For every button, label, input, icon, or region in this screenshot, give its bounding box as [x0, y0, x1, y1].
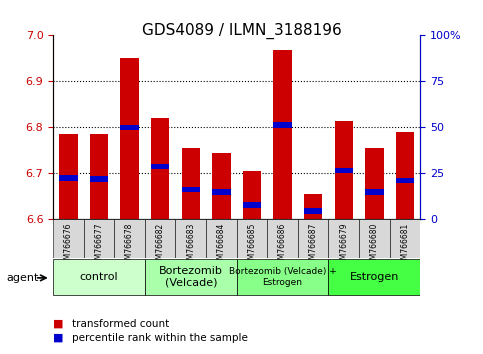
- FancyBboxPatch shape: [145, 259, 237, 295]
- FancyBboxPatch shape: [84, 219, 114, 258]
- Bar: [182, 148, 200, 219]
- Text: GSM766685: GSM766685: [247, 223, 256, 269]
- Text: ■: ■: [53, 333, 64, 343]
- FancyBboxPatch shape: [53, 259, 145, 295]
- Bar: [212, 153, 230, 219]
- Text: ■: ■: [53, 319, 64, 329]
- FancyBboxPatch shape: [298, 219, 328, 258]
- Text: GSM766682: GSM766682: [156, 223, 165, 269]
- FancyBboxPatch shape: [328, 259, 420, 295]
- Text: GSM766683: GSM766683: [186, 223, 195, 269]
- FancyBboxPatch shape: [237, 219, 267, 258]
- FancyBboxPatch shape: [237, 259, 328, 295]
- Bar: [304, 209, 322, 214]
- Text: GSM766684: GSM766684: [217, 223, 226, 269]
- Bar: [273, 122, 292, 128]
- Text: Bortezomib
(Velcade): Bortezomib (Velcade): [159, 266, 223, 288]
- Bar: [365, 148, 384, 219]
- Text: GSM766681: GSM766681: [400, 223, 410, 269]
- Bar: [182, 187, 200, 192]
- FancyBboxPatch shape: [206, 219, 237, 258]
- Bar: [335, 120, 353, 219]
- Text: control: control: [80, 272, 118, 282]
- Text: Estrogen: Estrogen: [350, 272, 399, 282]
- Bar: [365, 189, 384, 195]
- Text: GSM766679: GSM766679: [339, 223, 348, 269]
- FancyBboxPatch shape: [328, 219, 359, 258]
- Text: GSM766680: GSM766680: [370, 223, 379, 269]
- Bar: [120, 58, 139, 219]
- Text: GSM766677: GSM766677: [95, 223, 103, 269]
- Bar: [151, 118, 170, 219]
- Bar: [90, 176, 108, 182]
- FancyBboxPatch shape: [145, 219, 175, 258]
- FancyBboxPatch shape: [267, 219, 298, 258]
- FancyBboxPatch shape: [390, 219, 420, 258]
- Bar: [59, 175, 78, 181]
- Bar: [396, 132, 414, 219]
- Bar: [120, 125, 139, 130]
- Text: agent: agent: [6, 273, 39, 283]
- Text: transformed count: transformed count: [72, 319, 170, 329]
- Bar: [151, 164, 170, 169]
- Bar: [243, 202, 261, 207]
- Bar: [396, 178, 414, 183]
- Bar: [243, 171, 261, 219]
- FancyBboxPatch shape: [175, 219, 206, 258]
- Text: GSM766687: GSM766687: [309, 223, 318, 269]
- Text: Bortezomib (Velcade) +
Estrogen: Bortezomib (Velcade) + Estrogen: [228, 267, 337, 287]
- Bar: [335, 168, 353, 173]
- Text: percentile rank within the sample: percentile rank within the sample: [72, 333, 248, 343]
- FancyBboxPatch shape: [359, 219, 390, 258]
- FancyBboxPatch shape: [53, 219, 84, 258]
- Text: GSM766686: GSM766686: [278, 223, 287, 269]
- FancyBboxPatch shape: [114, 219, 145, 258]
- Bar: [59, 134, 78, 219]
- Bar: [304, 194, 322, 219]
- Bar: [212, 189, 230, 195]
- Text: GSM766678: GSM766678: [125, 223, 134, 269]
- Text: GDS4089 / ILMN_3188196: GDS4089 / ILMN_3188196: [142, 23, 341, 39]
- Bar: [90, 134, 108, 219]
- Text: GSM766676: GSM766676: [64, 223, 73, 269]
- Bar: [273, 50, 292, 219]
